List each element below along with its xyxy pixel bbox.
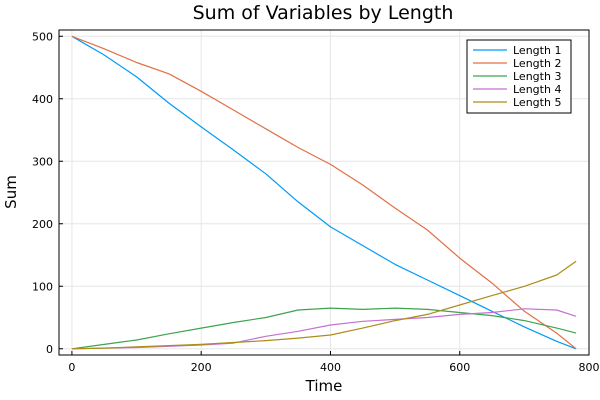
x-tick-label: 600 [449, 361, 470, 374]
y-tick-label: 500 [32, 30, 53, 43]
y-axis: 0 100 200 300 400 500 [32, 30, 63, 356]
y-tick-label: 0 [46, 343, 53, 356]
x-axis-label: Time [305, 377, 343, 395]
series-line-length-4 [71, 308, 577, 350]
y-tick-label: 200 [32, 218, 53, 231]
x-tick-label: 400 [320, 361, 341, 374]
series-line-length-1 [71, 35, 577, 350]
x-tick-label: 0 [68, 361, 75, 374]
x-axis: 0 200 400 600 800 [68, 351, 600, 374]
y-axis-label: Sum [2, 175, 20, 209]
legend-label: Length 5 [513, 96, 561, 109]
y-tick-label: 300 [32, 155, 53, 168]
legend-label: Length 4 [513, 83, 561, 96]
series-line-length-5 [71, 260, 577, 350]
y-tick-label: 100 [32, 280, 53, 293]
chart-title: Sum of Variables by Length [193, 2, 454, 24]
series-lines [71, 35, 577, 350]
x-tick-label: 200 [191, 361, 212, 374]
legend-label: Length 2 [513, 57, 561, 70]
x-tick-label: 800 [579, 361, 600, 374]
y-tick-label: 400 [32, 93, 53, 106]
legend-label: Length 3 [513, 70, 561, 83]
legend-label: Length 1 [513, 44, 561, 57]
plot-frame [58, 29, 590, 356]
series-line-length-3 [71, 307, 577, 350]
